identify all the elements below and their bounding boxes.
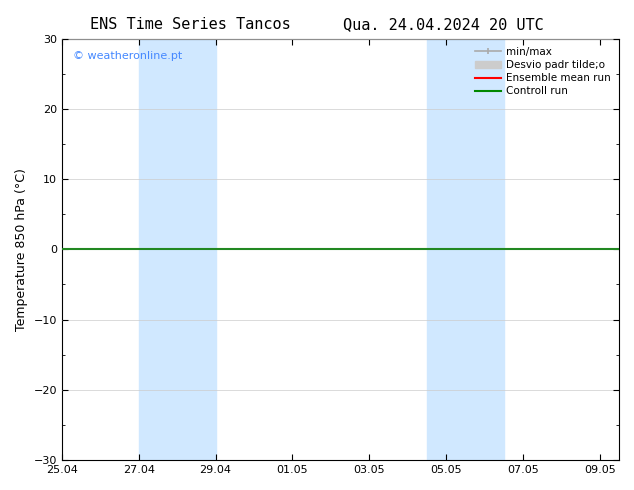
Text: ENS Time Series Tancos: ENS Time Series Tancos (90, 17, 290, 32)
Legend: min/max, Desvio padr tilde;o, Ensemble mean run, Controll run: min/max, Desvio padr tilde;o, Ensemble m… (472, 44, 614, 99)
Y-axis label: Temperature 850 hPa (°C): Temperature 850 hPa (°C) (15, 168, 28, 331)
Bar (139, 39, 216, 460)
Text: Qua. 24.04.2024 20 UTC: Qua. 24.04.2024 20 UTC (344, 17, 544, 32)
Bar (427, 39, 504, 460)
Text: © weatheronline.pt: © weatheronline.pt (73, 51, 183, 61)
